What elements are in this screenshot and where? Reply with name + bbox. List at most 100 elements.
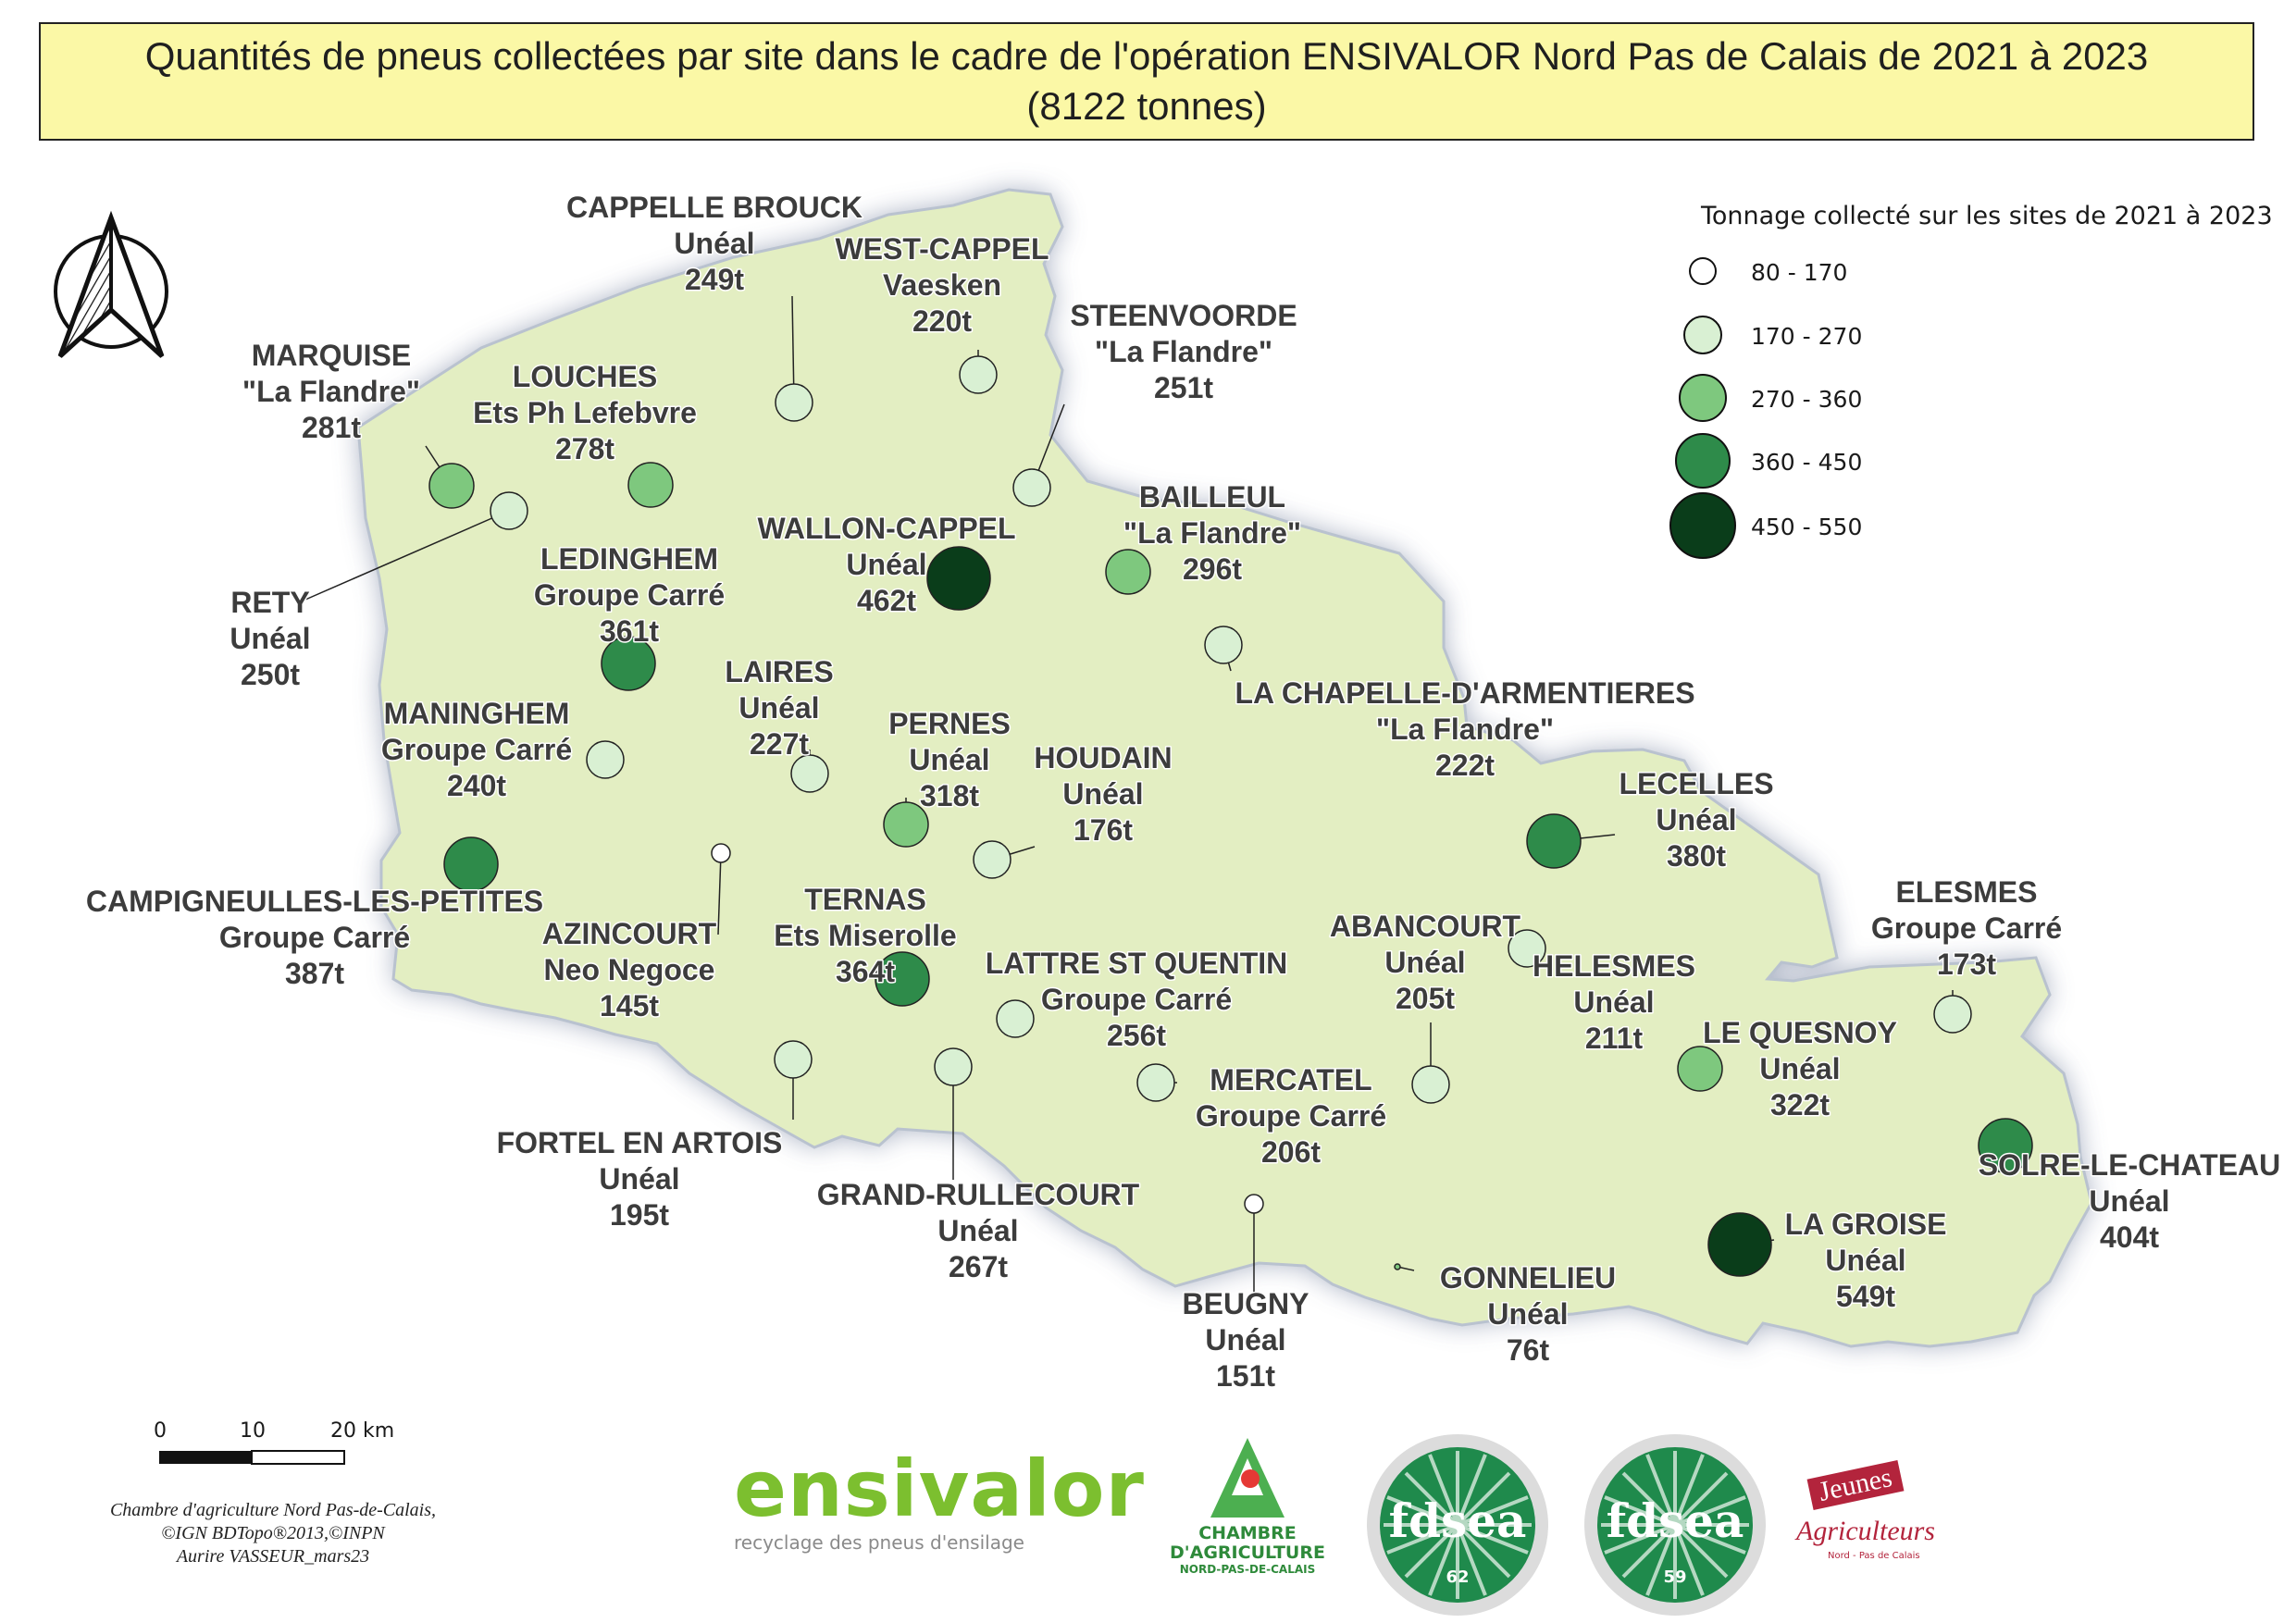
site-label-la-groise: LA GROISE Unéal 549t — [1785, 1208, 1947, 1313]
site-name: SOLRE-LE-CHATEAU — [1979, 1148, 2281, 1182]
site-marker-pernes[interactable] — [883, 801, 929, 848]
site-marker-louches[interactable] — [627, 462, 674, 508]
map-title: Quantités de pneus collectées par site d… — [144, 34, 2149, 78]
site-marker-azincourt[interactable] — [711, 843, 731, 863]
site-operator: Unéal — [1656, 803, 1736, 836]
site-marker-la-chapelle-d-armentieres[interactable] — [1204, 626, 1243, 664]
site-name: GRAND-RULLECOURT — [817, 1178, 1140, 1211]
fdsea-62-logo: fdsea 62 — [1365, 1432, 1550, 1617]
site-label-steenvoorde: STEENVOORDE "La Flandre" 251t — [1070, 299, 1297, 404]
site-marker-abancourt[interactable] — [1508, 929, 1546, 968]
site-operator: "La Flandre" — [1123, 516, 1301, 550]
map-title-box: Quantités de pneus collectées par site d… — [39, 22, 2254, 141]
site-marker-gonnelieu[interactable] — [1394, 1263, 1401, 1270]
site-marker-laires[interactable] — [790, 754, 829, 793]
site-name: TERNAS — [804, 883, 926, 916]
site-label-cappelle-brouck: CAPPELLE BROUCK Unéal 249t — [566, 191, 863, 296]
site-name: LAIRES — [725, 655, 833, 688]
site-name: LA GROISE — [1785, 1208, 1947, 1241]
site-label-campigneulles-les-petites: CAMPIGNEULLES-LES-PETITES Groupe Carré 387… — [86, 885, 543, 990]
site-tonnage: 387t — [285, 957, 344, 990]
credit-line-3: Aurire VASSEUR_mars23 — [176, 1546, 370, 1567]
site-marker-cappelle-brouck[interactable] — [775, 383, 813, 422]
site-operator: Unéal — [1384, 946, 1465, 979]
site-marker-ledinghem[interactable] — [601, 636, 656, 691]
site-tonnage: 227t — [750, 727, 809, 761]
site-marker-maninghem[interactable] — [586, 740, 625, 779]
leader-line-azincourt — [717, 852, 722, 935]
site-label-west-cappel: WEST-CAPPEL Vaesken 220t — [835, 232, 1049, 338]
site-tonnage: 364t — [836, 955, 895, 988]
site-tonnage: 462t — [857, 584, 916, 617]
site-marker-grand-rullecourt[interactable] — [934, 1047, 973, 1086]
site-operator: Ets Miserolle — [774, 919, 956, 952]
legend: Tonnage collecté sur les sites de 2021 à… — [1669, 202, 2273, 559]
site-marker-houdain[interactable] — [973, 840, 1011, 879]
site-label-houdain: HOUDAIN Unéal 176t — [1034, 741, 1172, 847]
site-marker-rety[interactable] — [490, 491, 528, 530]
fdsea-59-logo: fdsea 59 — [1582, 1432, 1768, 1617]
site-marker-campigneulles-les-petites[interactable] — [443, 836, 499, 892]
site-marker-bailleul[interactable] — [1105, 549, 1151, 595]
site-marker-helesmes[interactable] — [1411, 1065, 1450, 1104]
scale-segment-white — [251, 1450, 345, 1465]
legend-label-5: 450 - 550 — [1751, 514, 1862, 540]
site-name: LOUCHES — [513, 360, 657, 393]
site-label-ternas: TERNAS Ets Miserolle 364t — [774, 883, 956, 988]
site-marker-ternas[interactable] — [875, 951, 930, 1007]
site-marker-wallon-cappel[interactable] — [926, 546, 991, 611]
site-operator: Ets Ph Lefebvre — [473, 396, 697, 429]
site-marker-mercatel[interactable] — [1136, 1063, 1175, 1102]
site-marker-la-groise[interactable] — [1707, 1212, 1772, 1277]
site-marker-steenvoorde[interactable] — [1012, 468, 1051, 507]
site-name: LE QUESNOY — [1703, 1016, 1897, 1049]
site-marker-solre-le-chateau[interactable] — [1978, 1118, 2033, 1173]
site-label-lattre-st-quentin: LATTRE ST QUENTIN Groupe Carré 256t — [986, 947, 1288, 1052]
site-label-elesmes: ELESMES Groupe Carré 173t — [1871, 875, 2062, 981]
site-name: LA CHAPELLE-D'ARMENTIERES — [1235, 676, 1694, 710]
site-marker-west-cappel[interactable] — [959, 355, 998, 394]
site-name: STEENVOORDE — [1070, 299, 1297, 332]
site-name: CAPPELLE BROUCK — [566, 191, 863, 224]
site-marker-lecelles[interactable] — [1526, 813, 1582, 869]
site-marker-le-quesnoy[interactable] — [1677, 1046, 1723, 1092]
site-tonnage: 380t — [1667, 839, 1726, 873]
site-markers — [428, 355, 2033, 1277]
site-operator: Groupe Carré — [1196, 1099, 1386, 1133]
site-tonnage: 211t — [1585, 1022, 1644, 1055]
legend-label-1: 80 - 170 — [1751, 259, 1847, 286]
site-label-rety: RETY Unéal 250t — [230, 586, 310, 691]
site-name: BAILLEUL — [1139, 480, 1285, 514]
site-tonnage: 220t — [912, 304, 972, 338]
fdsea-59-number: 59 — [1663, 1567, 1687, 1587]
site-tonnage: 404t — [2100, 1220, 2159, 1254]
site-operator: Unéal — [1205, 1323, 1285, 1357]
site-tonnage: 195t — [610, 1198, 669, 1232]
site-operator: "La Flandre" — [242, 375, 420, 408]
site-operator: Unéal — [1759, 1052, 1840, 1085]
credit-line-2: ©IGN BDTopo®2013,©INPN — [161, 1523, 385, 1543]
site-name: WEST-CAPPEL — [835, 232, 1049, 266]
chambre-agriculture-emblem-icon — [1210, 1438, 1285, 1518]
site-operator: Unéal — [846, 548, 926, 581]
site-label-fortel-en-artois: FORTEL EN ARTOIS Unéal 195t — [497, 1126, 783, 1232]
site-marker-elesmes[interactable] — [1933, 995, 1972, 1034]
site-marker-lattre-st-quentin[interactable] — [996, 999, 1035, 1038]
legend-symbol-5 — [1669, 492, 1736, 559]
jeunes-line-2: Agriculteurs — [1796, 1516, 1935, 1546]
site-label-laires: LAIRES Unéal 227t — [725, 655, 833, 761]
site-label-lecelles: LECELLES Unéal 380t — [1619, 767, 1773, 873]
jeunes-line-1: Jeunes — [1806, 1459, 1905, 1511]
site-marker-marquise[interactable] — [428, 463, 475, 509]
site-tonnage: 176t — [1074, 813, 1133, 847]
site-marker-fortel-en-artois[interactable] — [774, 1040, 813, 1079]
site-name: CAMPIGNEULLES-LES-PETITES — [86, 885, 543, 918]
site-operator: "La Flandre" — [1376, 712, 1554, 746]
site-operator: Groupe Carré — [1041, 983, 1232, 1016]
site-operator: Unéal — [2089, 1184, 2169, 1218]
site-operator: Unéal — [738, 691, 819, 725]
jeunes-agriculteurs-logo: Jeunes Agriculteurs Nord - Pas de Calais — [1791, 1459, 1948, 1573]
site-operator: Neo Negoce — [544, 953, 715, 986]
site-name: GONNELIEU — [1440, 1261, 1616, 1295]
site-marker-beugny[interactable] — [1244, 1194, 1264, 1214]
